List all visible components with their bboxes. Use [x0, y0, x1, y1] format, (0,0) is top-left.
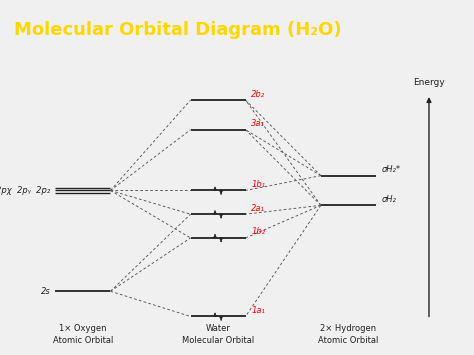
Text: 1b₁: 1b₁	[251, 180, 265, 189]
Text: 2a₁: 2a₁	[251, 204, 265, 213]
Text: 2pχ  2pᵧ  2p₂: 2pχ 2pᵧ 2p₂	[0, 186, 51, 195]
Text: σH₂*: σH₂*	[382, 165, 401, 174]
Text: 1b₂: 1b₂	[251, 228, 265, 236]
Text: 1× Oxygen
Atomic Orbital: 1× Oxygen Atomic Orbital	[53, 324, 113, 345]
Text: 2× Hydrogen
Atomic Orbital: 2× Hydrogen Atomic Orbital	[318, 324, 379, 345]
Text: Molecular Orbital Diagram (H₂O): Molecular Orbital Diagram (H₂O)	[14, 21, 342, 39]
Text: Water
Molecular Orbital: Water Molecular Orbital	[182, 324, 254, 345]
Text: Energy: Energy	[413, 78, 445, 87]
Text: σH₂: σH₂	[382, 195, 396, 204]
Text: 3a₁: 3a₁	[251, 119, 265, 128]
Text: 2s: 2s	[41, 287, 51, 296]
Text: 2b₂: 2b₂	[251, 89, 265, 99]
Text: 1a₁: 1a₁	[251, 306, 265, 315]
